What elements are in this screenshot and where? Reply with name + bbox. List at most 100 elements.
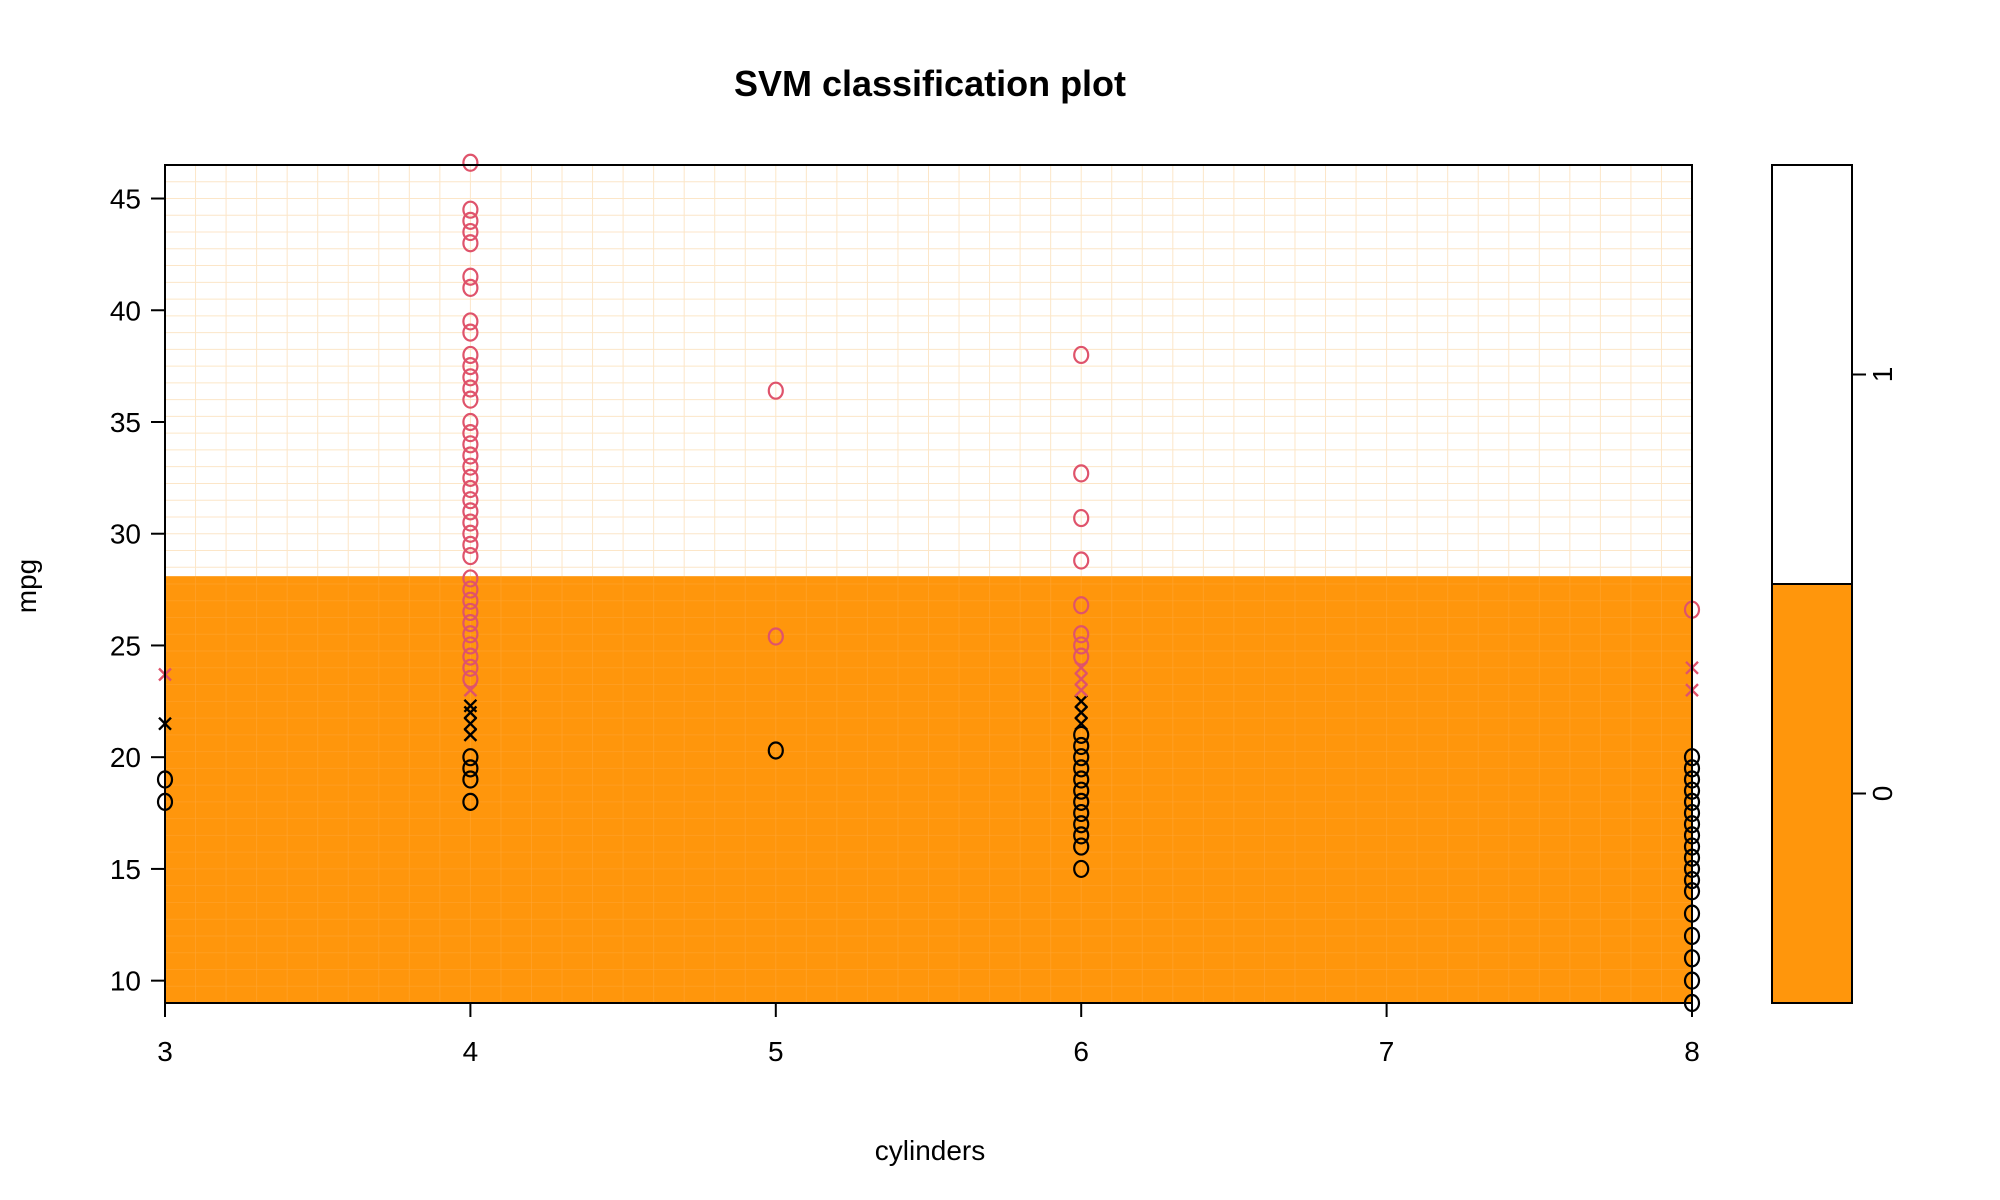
point-class-0-support-o	[1073, 748, 1090, 767]
point-class-0-support-o	[1073, 803, 1090, 823]
legend-level-label: 0	[1867, 786, 1898, 802]
point-class-0-support-o	[767, 741, 784, 760]
point-class-0-support-o	[1073, 725, 1090, 744]
point-class-1-support-o	[462, 211, 479, 230]
x-tick-label: 6	[1073, 1036, 1089, 1067]
point-class-1-support-o	[462, 614, 479, 633]
point-class-1-support-o	[462, 234, 479, 253]
point-class-1-support-o	[462, 412, 479, 432]
point-class-0-support-o	[462, 759, 479, 778]
point-class-0-support-x	[1074, 694, 1089, 709]
point-class-1-support-o	[462, 153, 479, 172]
point-class-1-support-o	[462, 569, 479, 588]
point-class-0-support-o	[1073, 859, 1090, 879]
y-tick-label: 45	[110, 184, 141, 215]
point-class-0-support-x	[1074, 716, 1089, 731]
plot-area	[156, 153, 1701, 1013]
point-class-1-support-o	[1073, 636, 1090, 655]
plot-frame	[164, 164, 1693, 1004]
point-class-0-support-x	[463, 698, 478, 713]
point-class-1-support-o	[462, 658, 479, 677]
x-tick-label: 3	[157, 1036, 173, 1067]
point-class-1-support-o	[462, 457, 479, 476]
point-class-1-support-o	[462, 357, 479, 376]
point-class-1-support-o	[462, 379, 479, 398]
chart-title: SVM classification plot	[734, 63, 1126, 104]
point-class-1-support-o	[462, 267, 479, 286]
data-points	[156, 153, 1701, 1013]
point-class-0-support-x	[463, 727, 478, 742]
point-class-1-support-o	[1073, 647, 1090, 666]
point-class-1-support-o	[1073, 345, 1090, 365]
legend-level-label: 1	[1867, 367, 1898, 383]
y-tick-label: 15	[110, 854, 141, 885]
point-class-1-support-o	[462, 491, 479, 510]
y-tick-label: 40	[110, 295, 141, 326]
point-class-1-support-o	[462, 323, 479, 342]
point-class-1-support-o	[462, 524, 479, 543]
color-legend: 01	[1771, 164, 1898, 1004]
point-class-1-support-o	[462, 390, 479, 409]
point-class-1-support-o	[462, 502, 479, 521]
x-tick-label: 7	[1379, 1036, 1395, 1067]
point-class-1-support-o	[462, 535, 479, 554]
point-class-1-support-o	[462, 636, 479, 655]
point-class-1-support-o	[1073, 551, 1090, 570]
point-class-0-support-o	[462, 770, 479, 789]
point-class-1-support-o	[462, 368, 479, 387]
point-class-1-support-o	[462, 200, 479, 219]
point-class-0-support-o	[1073, 736, 1090, 756]
point-class-0-support-o	[1073, 770, 1090, 789]
grid-lines	[165, 165, 1692, 577]
point-class-1-support-x	[1074, 683, 1089, 697]
point-class-1-support-o	[462, 513, 479, 532]
point-class-1-support-o	[462, 278, 479, 298]
legend-swatch-0	[1772, 584, 1852, 1003]
point-class-1-support-o	[462, 446, 479, 465]
point-class-1-support-o	[1073, 625, 1090, 644]
point-class-1-support-o	[462, 312, 479, 331]
x-tick-label: 4	[463, 1036, 479, 1067]
point-class-0-support-o	[1073, 837, 1090, 856]
point-class-1-support-o	[462, 546, 479, 566]
point-class-0-support-o	[1073, 815, 1090, 834]
x-axis: 3 4 5 6 7 8	[157, 1003, 1700, 1067]
point-class-1-support-o	[1073, 508, 1090, 528]
point-class-1-support-o	[462, 468, 479, 487]
point-class-1-support-o	[462, 602, 479, 622]
point-class-1-support-o	[462, 424, 479, 443]
y-tick-label: 25	[110, 630, 141, 661]
point-class-0-support-x	[463, 716, 478, 731]
point-class-1-support-o	[462, 479, 479, 499]
point-class-1-support-o	[1073, 596, 1090, 615]
legend-swatch-1	[1772, 165, 1852, 584]
y-tick-label: 30	[110, 519, 141, 550]
y-tick-label: 35	[110, 407, 141, 438]
point-class-0-support-o	[1073, 792, 1090, 811]
point-class-1-support-o	[767, 627, 784, 646]
point-class-1-support-o	[462, 580, 479, 599]
point-class-1-support-o	[767, 381, 784, 400]
point-class-1-support-o	[462, 625, 479, 644]
grid-lines-lower	[165, 576, 1692, 1003]
point-class-0-support-o	[462, 748, 479, 767]
y-tick-label: 10	[110, 966, 141, 997]
point-class-0-support-o	[1073, 781, 1090, 800]
point-class-1-support-x	[1074, 672, 1089, 686]
x-tick-label: 8	[1684, 1036, 1700, 1067]
point-class-0-support-o	[1073, 826, 1090, 845]
point-class-1-support-o	[462, 345, 479, 365]
point-class-1-support-o	[462, 222, 479, 242]
y-axis-label: mpg	[11, 559, 42, 613]
point-class-0-support-o	[1073, 759, 1090, 778]
point-class-1-support-o	[462, 435, 479, 454]
y-axis: 10 15 20 25 30 35 40 45	[110, 184, 165, 997]
point-class-1-support-o	[462, 669, 479, 689]
point-class-1-support-o	[462, 647, 479, 666]
point-class-0-support-o	[462, 792, 479, 811]
point-class-1-support-o	[1073, 464, 1090, 483]
x-axis-label: cylinders	[875, 1135, 985, 1166]
x-tick-label: 5	[768, 1036, 784, 1067]
point-class-1-support-x	[1074, 660, 1089, 675]
